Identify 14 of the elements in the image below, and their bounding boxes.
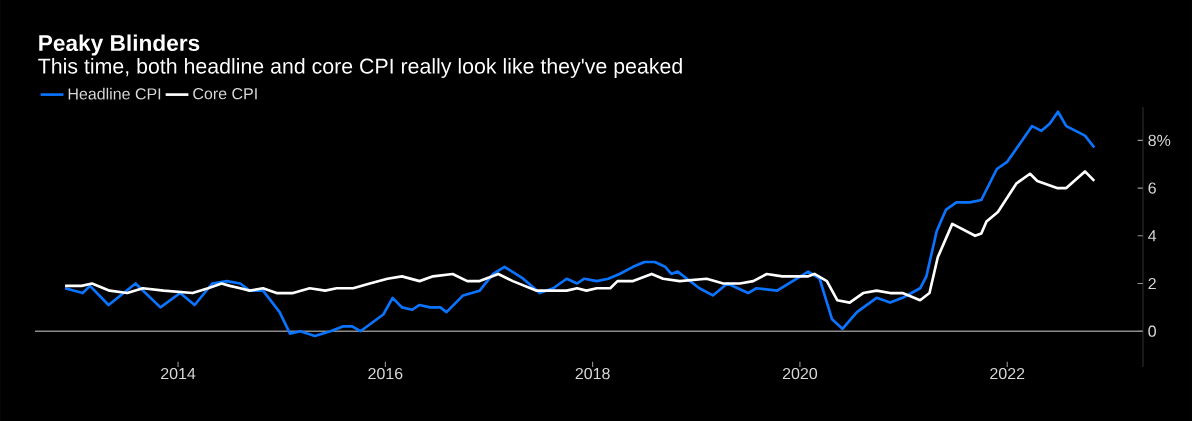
y-tick-label: 6 [1148, 182, 1156, 194]
x-tick-label: 2020 [782, 367, 818, 380]
legend-label: Headline CPI [68, 87, 161, 100]
x-tick-label: 2016 [368, 367, 403, 380]
chart-subtitle: This time, both headline and core CPI really look like they've peaked [38, 58, 682, 78]
y-tick-label: 0 [1148, 325, 1156, 337]
x-tick-label: 2018 [575, 367, 610, 380]
y-tick-label: 8% [1148, 134, 1171, 147]
y-tick-label: 2 [1148, 277, 1156, 290]
x-tick-label: 2014 [161, 367, 196, 380]
legend-label: Core CPI [193, 88, 257, 100]
chart-title: Peaky Blinders [39, 34, 200, 56]
x-tick-label: 2022 [990, 367, 1025, 380]
y-tick-label: 4 [1148, 230, 1157, 242]
